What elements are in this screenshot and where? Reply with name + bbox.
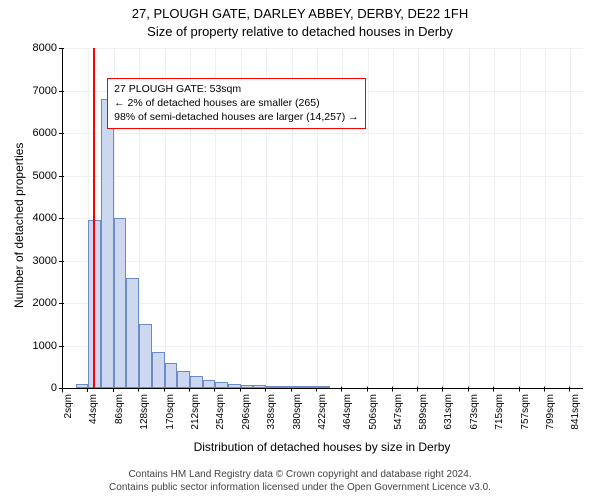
histogram-bar <box>190 376 203 388</box>
histogram-bar <box>165 363 178 389</box>
x-tick-label: 506sqm <box>368 388 379 430</box>
y-tick-label: 2000 <box>33 297 63 309</box>
x-tick-label: 757sqm <box>520 388 531 430</box>
gridline-v <box>368 48 369 388</box>
y-tick-label: 5000 <box>33 170 63 182</box>
x-tick-label: 2sqm <box>63 388 74 418</box>
gridline-v <box>443 48 444 388</box>
plot-area: 0100020003000400050006000700080002sqm44s… <box>62 48 583 389</box>
footer-line-2: Contains public sector information licen… <box>0 481 600 494</box>
histogram-bar <box>228 384 241 388</box>
histogram-bar <box>126 278 139 389</box>
histogram-bar <box>76 384 89 388</box>
x-tick-label: 170sqm <box>165 388 176 430</box>
x-tick-label: 380sqm <box>292 388 303 430</box>
x-tick-label: 631sqm <box>443 388 454 430</box>
annotation-line: 98% of semi-detached houses are larger (… <box>114 110 359 124</box>
gridline-v <box>393 48 394 388</box>
histogram-bar <box>152 352 165 388</box>
annotation-line: 27 PLOUGH GATE: 53sqm <box>114 82 359 96</box>
x-tick-label: 673sqm <box>469 388 480 430</box>
annotation-line: ← 2% of detached houses are smaller (265… <box>114 96 359 110</box>
histogram-bar <box>215 382 228 388</box>
histogram-bar <box>177 371 190 388</box>
x-tick-label: 547sqm <box>393 388 404 430</box>
histogram-bar <box>241 385 254 388</box>
gridline-h <box>63 303 583 304</box>
property-marker-line <box>93 48 95 388</box>
gridline-v <box>520 48 521 388</box>
gridline-h <box>63 218 583 219</box>
chart-title-desc: Size of property relative to detached ho… <box>0 24 600 39</box>
gridline-h <box>63 176 583 177</box>
y-tick-label: 1000 <box>33 340 63 352</box>
gridline-h <box>63 133 583 134</box>
histogram-bar <box>317 386 330 388</box>
y-tick-label: 6000 <box>33 127 63 139</box>
x-tick-label: 128sqm <box>139 388 150 430</box>
chart-container: 27, PLOUGH GATE, DARLEY ABBEY, DERBY, DE… <box>0 0 600 500</box>
x-tick-label: 715sqm <box>494 388 505 430</box>
y-tick-label: 4000 <box>33 212 63 224</box>
histogram-bar <box>279 386 292 388</box>
histogram-bar <box>266 386 279 388</box>
x-tick-label: 44sqm <box>88 388 99 424</box>
gridline-h <box>63 261 583 262</box>
x-tick-label: 799sqm <box>545 388 556 430</box>
gridline-v <box>570 48 571 388</box>
x-tick-label: 589sqm <box>418 388 429 430</box>
gridline-v <box>469 48 470 388</box>
x-axis-label: Distribution of detached houses by size … <box>62 440 582 454</box>
histogram-bar <box>139 324 152 388</box>
histogram-bar <box>203 380 216 389</box>
x-tick-label: 254sqm <box>215 388 226 430</box>
gridline-h <box>63 48 583 49</box>
attribution-footer: Contains HM Land Registry data © Crown c… <box>0 468 600 494</box>
x-tick-label: 338sqm <box>266 388 277 430</box>
x-tick-label: 422sqm <box>317 388 328 430</box>
annotation-box: 27 PLOUGH GATE: 53sqm← 2% of detached ho… <box>107 78 366 130</box>
histogram-bar <box>101 99 114 388</box>
x-tick-label: 296sqm <box>241 388 252 430</box>
y-tick-label: 8000 <box>33 42 63 54</box>
x-tick-label: 212sqm <box>190 388 201 430</box>
y-tick-label: 7000 <box>33 85 63 97</box>
y-tick-label: 3000 <box>33 255 63 267</box>
histogram-bar <box>304 386 317 388</box>
x-tick-label: 86sqm <box>114 388 125 424</box>
gridline-v <box>494 48 495 388</box>
histogram-bar <box>292 386 305 388</box>
gridline-v <box>418 48 419 388</box>
footer-line-1: Contains HM Land Registry data © Crown c… <box>0 468 600 481</box>
x-tick-label: 464sqm <box>342 388 353 430</box>
chart-title-address: 27, PLOUGH GATE, DARLEY ABBEY, DERBY, DE… <box>0 6 600 21</box>
histogram-bar <box>114 218 127 388</box>
x-tick-label: 841sqm <box>570 388 581 430</box>
y-axis-label: Number of detached properties <box>12 143 26 308</box>
gridline-v <box>545 48 546 388</box>
histogram-bar <box>253 385 266 388</box>
